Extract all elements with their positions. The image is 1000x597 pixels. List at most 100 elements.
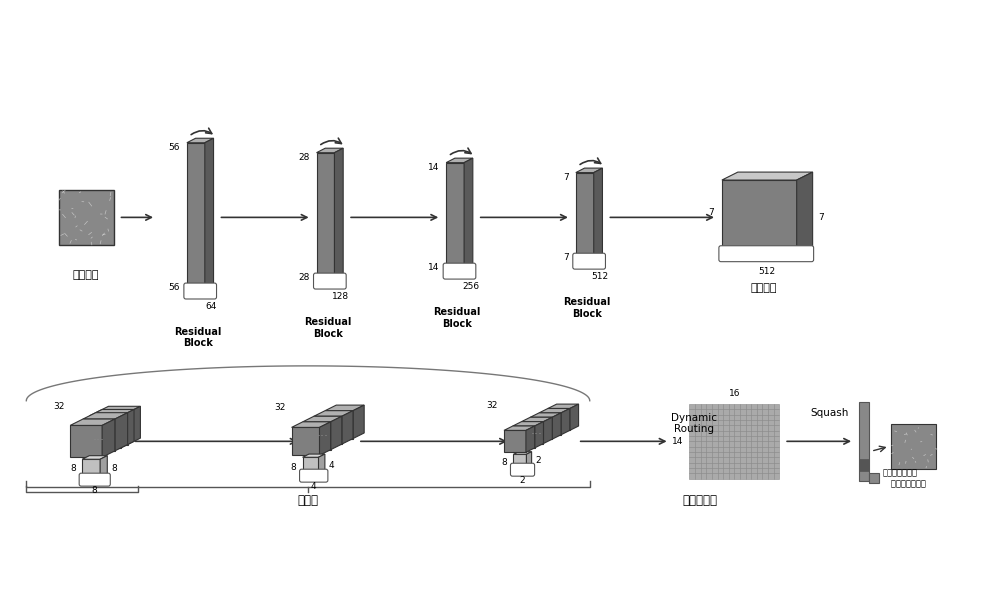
Bar bbox=[768, 452, 774, 457]
Bar bbox=[734, 441, 740, 447]
Bar bbox=[706, 473, 712, 479]
Bar bbox=[723, 420, 729, 425]
Polygon shape bbox=[891, 424, 936, 469]
Bar bbox=[734, 463, 740, 468]
Bar bbox=[768, 473, 774, 479]
Bar bbox=[689, 441, 695, 447]
Bar bbox=[718, 463, 723, 468]
Polygon shape bbox=[292, 422, 331, 427]
Polygon shape bbox=[504, 430, 526, 453]
Polygon shape bbox=[100, 456, 107, 477]
Bar bbox=[695, 473, 701, 479]
Bar bbox=[723, 447, 729, 452]
Bar bbox=[746, 447, 751, 452]
Bar bbox=[689, 473, 695, 479]
Text: ...: ... bbox=[316, 426, 328, 439]
Text: Residual
Block: Residual Block bbox=[304, 317, 351, 338]
Bar bbox=[740, 415, 746, 420]
Bar bbox=[751, 415, 757, 420]
Bar bbox=[768, 463, 774, 468]
Bar bbox=[729, 420, 734, 425]
Bar bbox=[757, 420, 762, 425]
Bar bbox=[768, 457, 774, 463]
Bar bbox=[762, 404, 768, 410]
Bar bbox=[729, 441, 734, 447]
Bar bbox=[718, 410, 723, 415]
Text: 16: 16 bbox=[729, 389, 740, 398]
Polygon shape bbox=[513, 426, 535, 448]
Polygon shape bbox=[96, 413, 128, 445]
Bar bbox=[757, 457, 762, 463]
Bar bbox=[757, 430, 762, 436]
Polygon shape bbox=[530, 417, 552, 439]
Text: 64: 64 bbox=[205, 301, 217, 310]
Bar bbox=[706, 404, 712, 410]
Polygon shape bbox=[82, 456, 107, 459]
Bar bbox=[740, 468, 746, 473]
Bar bbox=[701, 447, 706, 452]
Bar bbox=[695, 468, 701, 473]
Bar bbox=[740, 441, 746, 447]
Bar bbox=[701, 410, 706, 415]
Polygon shape bbox=[325, 405, 364, 411]
Bar bbox=[689, 404, 695, 410]
Text: 512: 512 bbox=[592, 272, 609, 281]
Bar bbox=[774, 463, 779, 468]
Bar bbox=[729, 436, 734, 441]
Polygon shape bbox=[539, 413, 561, 435]
Polygon shape bbox=[594, 168, 602, 262]
Polygon shape bbox=[576, 173, 594, 262]
Bar bbox=[740, 430, 746, 436]
Bar bbox=[751, 452, 757, 457]
Bar bbox=[757, 404, 762, 410]
Bar bbox=[746, 430, 751, 436]
Bar bbox=[734, 457, 740, 463]
Bar bbox=[706, 441, 712, 447]
Text: ...: ... bbox=[93, 430, 105, 443]
Bar bbox=[734, 452, 740, 457]
Bar bbox=[712, 415, 718, 420]
Bar bbox=[706, 463, 712, 468]
Bar bbox=[746, 415, 751, 420]
Bar bbox=[695, 425, 701, 430]
Bar bbox=[746, 425, 751, 430]
Bar bbox=[701, 473, 706, 479]
Text: 4: 4 bbox=[311, 482, 317, 491]
Bar bbox=[718, 404, 723, 410]
Bar bbox=[706, 425, 712, 430]
Bar bbox=[774, 436, 779, 441]
Bar bbox=[723, 468, 729, 473]
Bar bbox=[768, 468, 774, 473]
Bar bbox=[762, 410, 768, 415]
Bar bbox=[718, 430, 723, 436]
Text: 7: 7 bbox=[819, 213, 824, 222]
Text: 8: 8 bbox=[111, 464, 117, 473]
Bar bbox=[762, 473, 768, 479]
Bar bbox=[701, 441, 706, 447]
Bar bbox=[712, 436, 718, 441]
FancyBboxPatch shape bbox=[510, 463, 535, 476]
Bar bbox=[729, 410, 734, 415]
Bar bbox=[701, 436, 706, 441]
Bar bbox=[768, 410, 774, 415]
Bar bbox=[718, 425, 723, 430]
Polygon shape bbox=[334, 148, 343, 282]
Polygon shape bbox=[314, 411, 353, 416]
Text: 数字胶囊层: 数字胶囊层 bbox=[682, 494, 717, 507]
Bar bbox=[712, 410, 718, 415]
Polygon shape bbox=[314, 416, 342, 444]
Bar bbox=[712, 457, 718, 463]
Polygon shape bbox=[353, 405, 364, 439]
Text: 28: 28 bbox=[298, 273, 310, 282]
Bar bbox=[712, 425, 718, 430]
Bar bbox=[768, 441, 774, 447]
Bar bbox=[706, 447, 712, 452]
Text: 7: 7 bbox=[563, 253, 569, 261]
Bar bbox=[723, 452, 729, 457]
Polygon shape bbox=[325, 411, 353, 439]
Polygon shape bbox=[513, 452, 532, 454]
Bar bbox=[762, 468, 768, 473]
Bar bbox=[689, 457, 695, 463]
Text: 图像特征: 图像特征 bbox=[750, 282, 777, 293]
Polygon shape bbox=[82, 459, 100, 477]
